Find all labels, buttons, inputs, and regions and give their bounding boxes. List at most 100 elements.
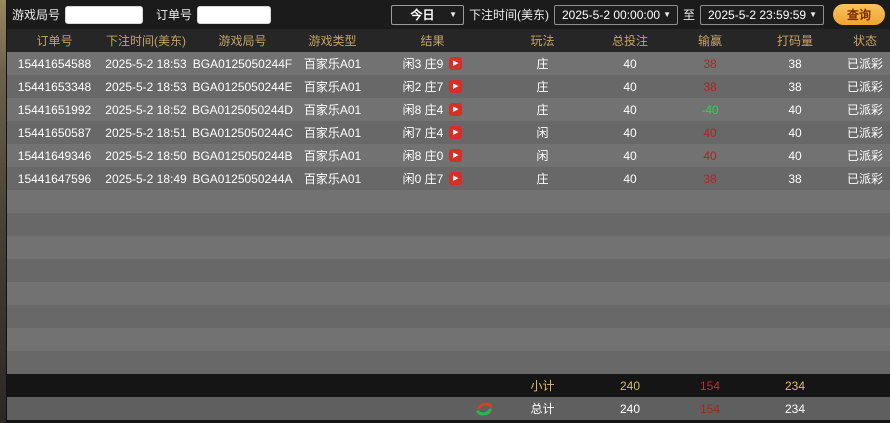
- table-row-empty: [7, 328, 890, 351]
- table-row: 15441654588 2025-5-2 18:53 BGA0125050244F 百…: [7, 52, 890, 75]
- table-row-empty: [7, 259, 890, 282]
- win-loss-value: 38: [703, 171, 717, 186]
- total-bet: 40: [623, 171, 637, 186]
- game-type: 百家乐A01: [303, 126, 362, 140]
- bet-time: 2025-5-2 18:49: [105, 171, 187, 186]
- query-button[interactable]: 查询: [833, 4, 885, 25]
- order-no: 15441647596: [17, 171, 92, 186]
- status: 已派彩: [846, 149, 883, 163]
- win-loss-value: 38: [703, 79, 717, 94]
- result-cell: 闲2 庄7 ▶: [370, 75, 495, 98]
- total-turnover: 234: [784, 401, 806, 416]
- col-header-bet-time: 下注时间(美东): [106, 34, 186, 48]
- play-type: 闲: [536, 126, 549, 140]
- table-row-empty: [7, 282, 890, 305]
- col-header-result: 结果: [420, 34, 445, 48]
- table-row: 15441649346 2025-5-2 18:50 BGA0125050244B 百…: [7, 144, 890, 167]
- chevron-down-icon: ▼: [663, 10, 671, 19]
- result-cell: 闲0 庄7 ▶: [370, 167, 495, 190]
- subtotal-turnover: 234: [784, 378, 806, 393]
- to-label: 至: [682, 8, 695, 22]
- play-video-icon[interactable]: ▶: [449, 80, 463, 93]
- subtotal-row: 小计 240 154 234: [7, 374, 890, 397]
- footer-strip: [7, 420, 890, 423]
- table-row-empty: [7, 190, 890, 213]
- result-text: 闲3 庄9: [402, 57, 444, 71]
- win-loss-value: 40: [703, 125, 717, 140]
- result-text: 闲8 庄0: [402, 149, 444, 163]
- table-row: 15441647596 2025-5-2 18:49 BGA0125050244A 百…: [7, 167, 890, 190]
- start-time-select[interactable]: 2025-5-2 00:00:00 ▼: [553, 4, 678, 25]
- status: 已派彩: [846, 57, 883, 71]
- status: 已派彩: [846, 172, 883, 186]
- total-bet: 40: [623, 56, 637, 71]
- total-bet: 40: [623, 102, 637, 117]
- play-video-icon[interactable]: ▶: [449, 149, 463, 162]
- total-row: 总计 240 154 234: [7, 397, 890, 420]
- filter-bar: 游戏局号 订单号 今日 ▼ 下注时间(美东) 2025-5-2 00:00:00…: [7, 0, 890, 29]
- round-no: BGA0125050244A: [192, 171, 293, 186]
- game-type: 百家乐A01: [303, 172, 362, 186]
- play-type: 庄: [536, 80, 549, 94]
- order-no: 15441649346: [17, 148, 92, 163]
- col-header-play: 玩法: [530, 34, 555, 48]
- turnover: 38: [788, 56, 802, 71]
- col-header-game-type: 游戏类型: [308, 34, 357, 48]
- play-video-icon[interactable]: ▶: [449, 103, 463, 116]
- result-cell: 闲7 庄4 ▶: [370, 121, 495, 144]
- subtotal-bet: 240: [619, 378, 641, 393]
- bet-time: 2025-5-2 18:53: [105, 56, 187, 71]
- bet-time: 2025-5-2 18:52: [105, 102, 187, 117]
- chevron-down-icon: ▼: [449, 10, 457, 19]
- table-row: 15441653348 2025-5-2 18:53 BGA0125050244E 百…: [7, 75, 890, 98]
- records-panel: 游戏局号 订单号 今日 ▼ 下注时间(美东) 2025-5-2 00:00:00…: [7, 0, 890, 423]
- total-bet: 40: [623, 148, 637, 163]
- result-text: 闲7 庄4: [402, 126, 444, 140]
- subtotal-win: 154: [699, 378, 721, 393]
- col-header-win-loss: 输赢: [697, 34, 722, 48]
- order-no-input[interactable]: [197, 5, 272, 24]
- chevron-down-icon: ▼: [809, 10, 817, 19]
- result-text: 闲0 庄7: [402, 172, 444, 186]
- order-no: 15441651992: [17, 102, 92, 117]
- win-loss-value: -40: [701, 102, 719, 117]
- round-no: BGA0125050244F: [192, 56, 293, 71]
- win-loss-value: 38: [703, 56, 717, 71]
- total-bet: 40: [623, 79, 637, 94]
- table-header: 订单号 下注时间(美东) 游戏局号 游戏类型 结果 玩法 总投注 输赢 打码量 …: [7, 29, 890, 52]
- round-no: BGA0125050244E: [192, 79, 293, 94]
- order-no-label: 订单号: [156, 8, 193, 22]
- status: 已派彩: [846, 103, 883, 117]
- round-no: BGA0125050244C: [192, 125, 293, 140]
- end-time-select[interactable]: 2025-5-2 23:59:59 ▼: [700, 4, 824, 25]
- order-no: 15441650587: [17, 125, 92, 140]
- col-header-total-bet: 总投注: [611, 34, 648, 48]
- play-video-icon[interactable]: ▶: [449, 126, 463, 139]
- bet-time: 2025-5-2 18:53: [105, 79, 187, 94]
- turnover: 40: [788, 102, 802, 117]
- play-video-icon[interactable]: ▶: [449, 57, 463, 70]
- result-cell: 闲8 庄4 ▶: [370, 98, 495, 121]
- play-type: 庄: [536, 172, 549, 186]
- game-type: 百家乐A01: [303, 103, 362, 117]
- result-text: 闲2 庄7: [402, 80, 444, 94]
- play-type: 庄: [536, 103, 549, 117]
- total-label: 总计: [530, 402, 555, 416]
- col-header-order: 订单号: [36, 34, 73, 48]
- game-type: 百家乐A01: [303, 57, 362, 71]
- table-row: 15441650587 2025-5-2 18:51 BGA0125050244C 百…: [7, 121, 890, 144]
- status: 已派彩: [846, 80, 883, 94]
- col-header-round: 游戏局号: [218, 34, 267, 48]
- table-row-empty: [7, 236, 890, 259]
- period-select[interactable]: 今日 ▼: [390, 4, 464, 25]
- col-header-turnover: 打码量: [776, 34, 813, 48]
- game-round-input[interactable]: [65, 5, 144, 24]
- game-round-label: 游戏局号: [12, 8, 61, 22]
- table-body: 15441654588 2025-5-2 18:53 BGA0125050244F 百…: [7, 52, 890, 374]
- turnover: 38: [788, 79, 802, 94]
- result-cell: 闲3 庄9 ▶: [370, 52, 495, 75]
- start-time-value: 2025-5-2 00:00:00: [561, 7, 661, 22]
- result-text: 闲8 庄4: [402, 103, 444, 117]
- order-no: 15441654588: [17, 56, 92, 71]
- play-video-icon[interactable]: ▶: [449, 172, 463, 185]
